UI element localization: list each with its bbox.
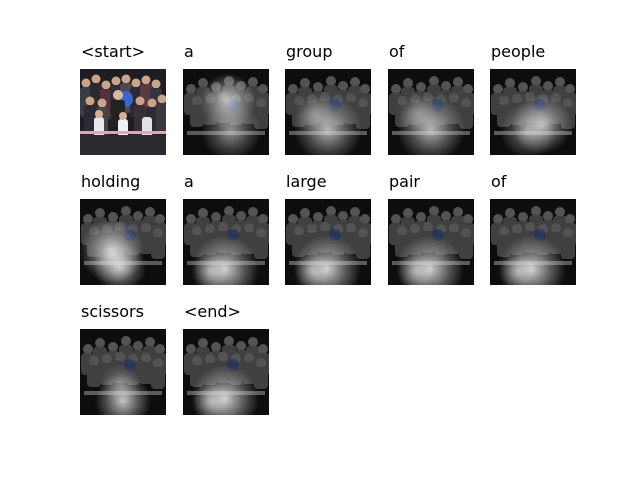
- attention-map: [80, 199, 166, 285]
- attention-map: [80, 329, 166, 415]
- attention-map: [388, 199, 474, 285]
- token-label: scissors: [81, 302, 144, 321]
- token-label: <start>: [81, 42, 146, 61]
- token-label: a: [184, 172, 194, 191]
- attention-map: [490, 69, 576, 155]
- attention-map: [490, 199, 576, 285]
- token-label: large: [286, 172, 327, 191]
- token-label: of: [389, 42, 405, 61]
- token-label: pair: [389, 172, 420, 191]
- attention-map: [183, 69, 269, 155]
- attention-map: [285, 199, 371, 285]
- attention-map: [285, 69, 371, 155]
- token-label: a: [184, 42, 194, 61]
- token-label: group: [286, 42, 333, 61]
- token-label: people: [491, 42, 546, 61]
- token-label: holding: [81, 172, 141, 191]
- attention-map: [183, 199, 269, 285]
- attention-map: [388, 69, 474, 155]
- original-image: [80, 69, 166, 155]
- token-label: <end>: [184, 302, 241, 321]
- attention-map: [183, 329, 269, 415]
- token-label: of: [491, 172, 507, 191]
